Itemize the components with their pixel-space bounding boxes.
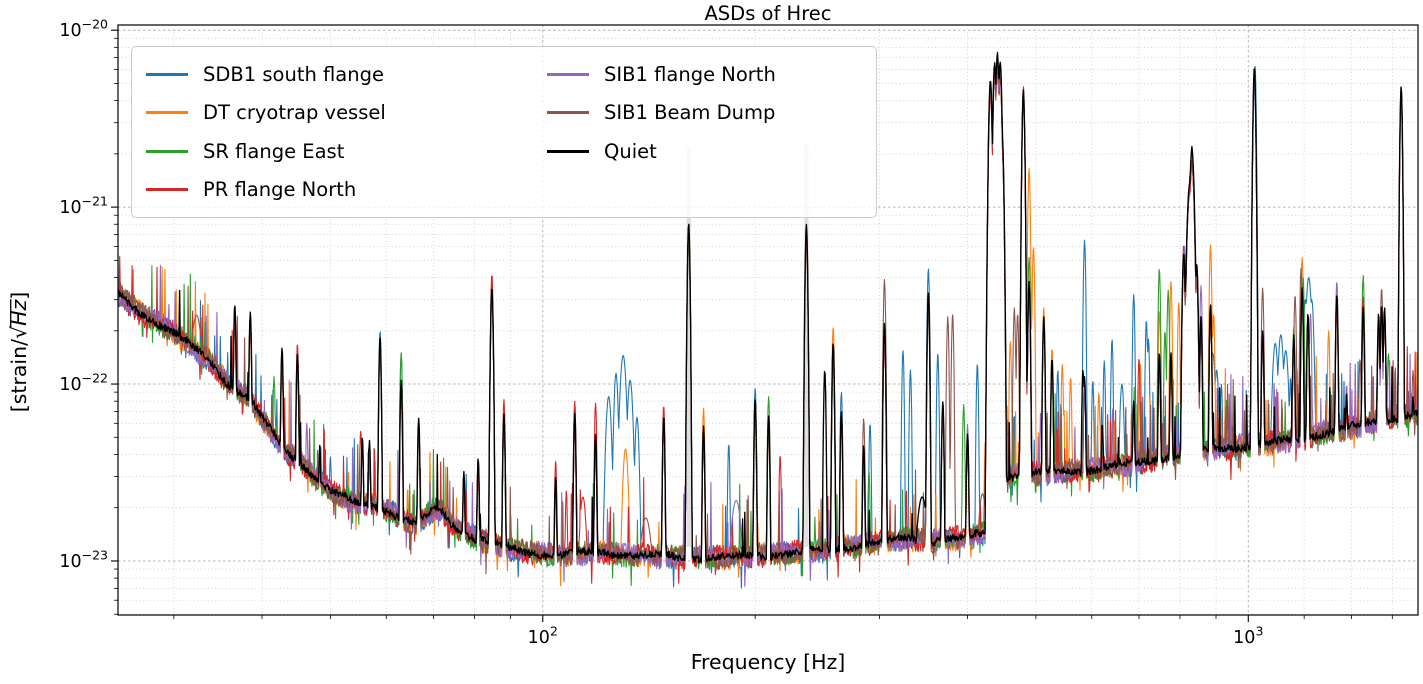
legend-label: PR flange North bbox=[203, 178, 357, 202]
series-line-quiet bbox=[118, 51, 1418, 564]
plot-border bbox=[117, 24, 1419, 616]
x-tick-label: 102 bbox=[528, 624, 558, 649]
legend-label: SDB1 south flange bbox=[203, 62, 384, 86]
chart-layers: 10−20 10−21 10−22 10−23 102 103 bbox=[59, 17, 1419, 648]
legend-entry-sdb1-south-flange: SDB1 south flange bbox=[146, 55, 501, 94]
legend-line-sample bbox=[547, 111, 589, 115]
tick-labels: 10−20 10−21 10−22 10−23 102 103 bbox=[59, 17, 1263, 648]
legend-line-sample bbox=[547, 72, 589, 76]
x-axis-label: Frequency [Hz] bbox=[691, 650, 846, 674]
x-tick-label: 103 bbox=[1233, 624, 1263, 649]
y-axis-label: [strain/√Hz] bbox=[7, 292, 31, 413]
legend-entry-sib1-flange-north: SIB1 flange North bbox=[547, 55, 866, 94]
y-tick-label: 10−20 bbox=[59, 17, 108, 42]
legend-entry-sr-flange-east: SR flange East bbox=[146, 132, 501, 171]
legend-line-sample bbox=[547, 149, 589, 153]
legend-entry-dt-cryotrap-vessel: DT cryotrap vessel bbox=[146, 94, 501, 133]
legend-label: SIB1 Beam Dump bbox=[604, 101, 776, 125]
legend-line-sample bbox=[146, 72, 188, 76]
y-tick-label: 10−21 bbox=[59, 194, 108, 219]
series-curves bbox=[118, 51, 1418, 589]
legend-entry-pr-flange-north: PR flange North bbox=[146, 171, 501, 210]
legend-label: SIB1 flange North bbox=[604, 62, 776, 86]
legend-line-sample bbox=[146, 149, 188, 153]
overload-band bbox=[686, 146, 691, 547]
legend-label: DT cryotrap vessel bbox=[203, 101, 386, 125]
legend-label: SR flange East bbox=[203, 139, 345, 163]
y-tick-label: 10−22 bbox=[59, 371, 108, 396]
legend: SDB1 south flange DT cryotrap vessel SR fl… bbox=[131, 46, 877, 218]
y-tick-label: 10−23 bbox=[59, 548, 108, 573]
legend-entry-quiet: Quiet bbox=[547, 132, 866, 171]
axis-ticks bbox=[111, 29, 1393, 622]
legend-line-sample bbox=[146, 111, 188, 115]
legend-label: Quiet bbox=[604, 139, 657, 163]
legend-entry-sib1-beam-dump: SIB1 Beam Dump bbox=[547, 94, 866, 133]
overload-band bbox=[804, 143, 809, 547]
chart-title: ASDs of Hrec bbox=[704, 2, 831, 25]
legend-line-sample bbox=[146, 188, 188, 192]
overload-bands bbox=[686, 143, 809, 547]
